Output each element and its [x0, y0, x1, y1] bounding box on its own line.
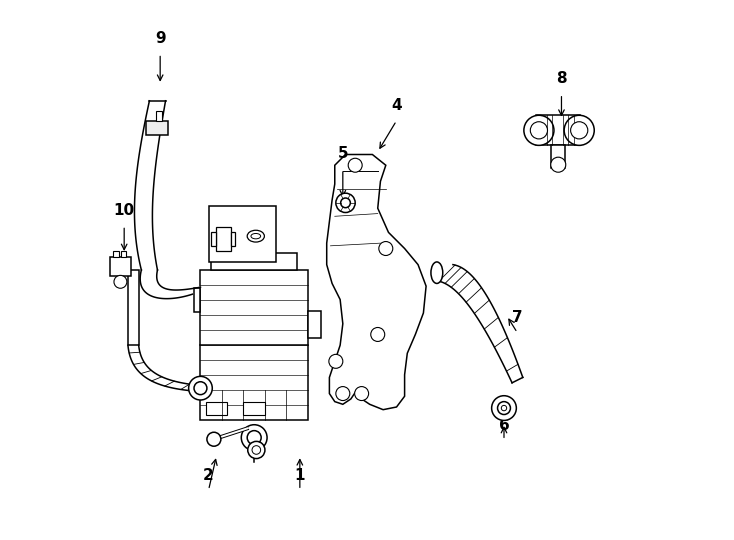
Ellipse shape [251, 233, 261, 239]
Polygon shape [128, 345, 200, 391]
Circle shape [329, 354, 343, 368]
Circle shape [336, 387, 350, 401]
Bar [128, 270, 139, 345]
Circle shape [252, 446, 261, 454]
Circle shape [248, 441, 265, 458]
Circle shape [341, 198, 350, 208]
Circle shape [241, 425, 267, 450]
Bar [216, 227, 230, 251]
Bar [194, 288, 200, 312]
Bar [230, 232, 235, 246]
Polygon shape [140, 270, 200, 299]
Bar [110, 257, 131, 276]
Ellipse shape [431, 262, 443, 284]
Polygon shape [327, 154, 426, 410]
Circle shape [564, 115, 595, 145]
Bar [114, 251, 119, 257]
Text: 2: 2 [203, 468, 214, 483]
Bar [200, 270, 308, 421]
Bar [145, 120, 168, 134]
Text: 1: 1 [294, 468, 305, 483]
Text: 5: 5 [338, 146, 348, 161]
Circle shape [531, 122, 548, 139]
Circle shape [379, 241, 393, 255]
Circle shape [498, 402, 510, 415]
Bar [208, 206, 276, 262]
Bar [551, 145, 565, 168]
Text: 10: 10 [114, 203, 135, 218]
Text: 4: 4 [391, 98, 401, 113]
Bar [211, 253, 297, 270]
Circle shape [207, 432, 221, 446]
Circle shape [355, 387, 368, 401]
Circle shape [501, 406, 506, 411]
Bar [308, 311, 321, 338]
Polygon shape [437, 265, 523, 383]
Circle shape [570, 122, 588, 139]
Bar [206, 402, 228, 415]
Text: 9: 9 [155, 31, 165, 46]
Circle shape [550, 157, 566, 172]
Text: 6: 6 [498, 418, 509, 433]
Circle shape [336, 193, 355, 213]
Circle shape [247, 430, 261, 444]
Bar [121, 251, 126, 257]
Bar [537, 115, 581, 145]
Circle shape [492, 396, 516, 421]
Bar [156, 111, 161, 120]
Bar [244, 402, 265, 415]
Text: 8: 8 [556, 71, 567, 86]
Circle shape [524, 115, 554, 145]
Bar [211, 232, 216, 246]
Circle shape [189, 376, 212, 400]
Text: 7: 7 [512, 310, 523, 325]
Polygon shape [134, 101, 166, 270]
Circle shape [348, 158, 362, 172]
Ellipse shape [247, 230, 264, 242]
Circle shape [114, 275, 127, 288]
Text: 3: 3 [232, 208, 242, 223]
Circle shape [371, 327, 385, 341]
Circle shape [194, 382, 207, 395]
